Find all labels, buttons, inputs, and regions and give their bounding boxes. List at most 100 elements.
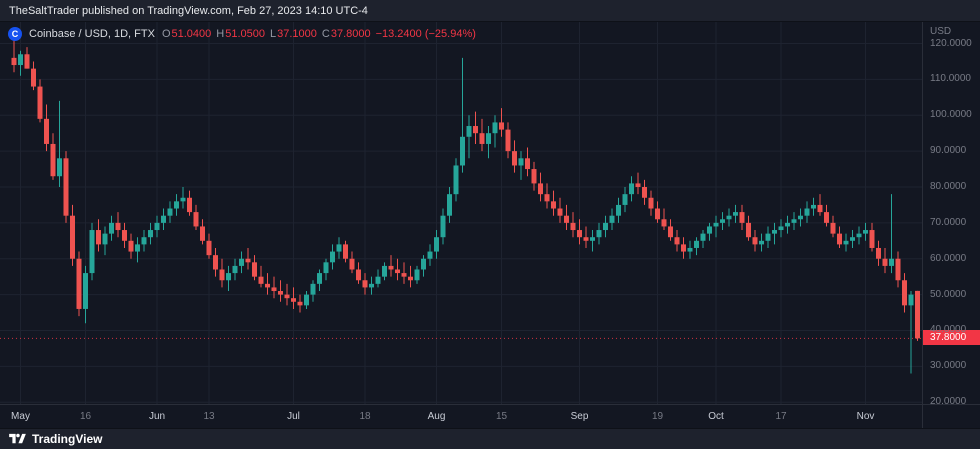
- candle-body: [102, 233, 108, 245]
- candle-body: [11, 57, 17, 66]
- axis-corner: [923, 404, 980, 428]
- symbol-title[interactable]: Coinbase / USD, 1D, FTX: [29, 28, 155, 40]
- price-tick-label: 30.0000: [930, 360, 967, 372]
- price-tick-label: 100.0000: [930, 109, 972, 121]
- ohlc-high-label: H: [216, 28, 225, 40]
- candle-body: [785, 222, 790, 227]
- candle-body: [50, 143, 56, 177]
- candle-body: [687, 247, 693, 252]
- time-tick-label: 15: [495, 411, 508, 422]
- candle-body: [518, 158, 524, 166]
- time-tick-label: Jul: [287, 411, 300, 422]
- candle-body: [349, 258, 355, 270]
- candle-body: [401, 273, 407, 277]
- tradingview-brand[interactable]: TradingView: [32, 432, 103, 446]
- price-axis[interactable]: USD 37.8000 120.0000 110.0000 100.0000 90.0…: [922, 22, 980, 428]
- time-tick-label: Sep: [570, 411, 589, 422]
- candle-body: [278, 291, 283, 295]
- candle-body: [596, 230, 602, 238]
- candle-body: [908, 294, 914, 306]
- time-tick-label: Nov: [856, 411, 875, 422]
- time-tick-label: May: [11, 411, 30, 422]
- candle-body: [512, 151, 517, 166]
- candle-body: [232, 265, 238, 274]
- candle-body: [668, 226, 673, 238]
- candle-body: [271, 287, 277, 292]
- candle-body: [681, 244, 686, 252]
- candle-body: [317, 273, 322, 284]
- candle-body: [323, 262, 329, 274]
- symbol-legend: C Coinbase / USD, 1D, FTX O 51.0400 H 51.0…: [8, 27, 476, 41]
- plot-column: C Coinbase / USD, 1D, FTX O 51.0400 H 51.0…: [0, 22, 922, 428]
- candle-body: [609, 215, 615, 223]
- ohlc-high-value: 51.0500: [225, 28, 265, 40]
- candle-body: [382, 265, 387, 277]
- tradingview-logo-icon[interactable]: [9, 433, 26, 446]
- price-tick-label: 80.0000: [930, 180, 967, 192]
- candle-body: [577, 230, 582, 238]
- candle-body: [447, 194, 452, 216]
- candle-body: [135, 244, 140, 252]
- candle-body: [122, 230, 127, 241]
- candle-body: [239, 258, 244, 266]
- candle-body: [713, 222, 719, 227]
- candle-body: [37, 86, 43, 119]
- candle-body: [466, 126, 472, 137]
- candle-body: [694, 240, 699, 248]
- candle-body: [57, 158, 62, 177]
- candle-body: [375, 276, 381, 284]
- candle-body: [388, 265, 394, 270]
- candle-body: [850, 237, 855, 241]
- candle-body: [31, 68, 36, 87]
- candle-body: [154, 222, 160, 231]
- price-tick-label: 110.0000: [930, 73, 971, 85]
- candle-body: [310, 283, 316, 295]
- candle-body: [265, 283, 270, 288]
- candle-body: [18, 54, 23, 66]
- candle-body: [24, 54, 30, 69]
- candlestick-plot[interactable]: [0, 22, 922, 404]
- ohlc-change-value: −13.2400 (−25.94%): [375, 28, 476, 40]
- candle-body: [583, 237, 589, 241]
- candle-body: [804, 208, 810, 216]
- candle-body: [128, 240, 134, 252]
- candle-body: [206, 240, 212, 256]
- candle-body: [635, 183, 641, 187]
- candle-body: [83, 273, 88, 309]
- candle-body: [109, 222, 114, 234]
- publish-bar: TheSaltTrader published on TradingView.c…: [0, 0, 980, 22]
- price-tick-label: 60.0000: [930, 252, 967, 264]
- candle-body: [765, 233, 771, 241]
- candle-body: [661, 219, 667, 227]
- candle-body: [863, 230, 868, 234]
- candle-body: [414, 269, 420, 281]
- ohlc-open-value: 51.0400: [171, 28, 212, 40]
- candle-body: [193, 212, 199, 227]
- candle-body: [830, 222, 836, 234]
- ohlc-open-label: O: [161, 28, 171, 40]
- candle-body: [473, 126, 478, 134]
- candle-body: [180, 197, 186, 202]
- candle-body: [408, 276, 413, 281]
- candle-body: [505, 129, 511, 152]
- candle-body: [616, 204, 621, 216]
- chart-region: C Coinbase / USD, 1D, FTX O 51.0400 H 51.0…: [0, 22, 980, 428]
- candle-body: [603, 222, 608, 231]
- candle-body: [726, 215, 732, 220]
- price-tick-label: 50.0000: [930, 288, 967, 300]
- candle-body: [486, 133, 491, 144]
- candle-body: [284, 294, 290, 299]
- candle-body: [343, 244, 348, 259]
- candle-body: [362, 280, 368, 288]
- candle-body: [492, 122, 498, 134]
- candle-body: [791, 219, 797, 223]
- candle-body: [622, 194, 628, 205]
- ohlc-low-label: L: [269, 28, 277, 40]
- time-axis[interactable]: May 16 Jun 13 Jul 18 Aug 15 Sep 19 Oct 17 Nov: [0, 404, 922, 428]
- candle-body: [798, 215, 803, 220]
- candle-body: [817, 204, 823, 213]
- candle-body: [115, 222, 121, 231]
- price-tick-label: 20.0000: [930, 396, 967, 408]
- plot-area[interactable]: C Coinbase / USD, 1D, FTX O 51.0400 H 51.0…: [0, 22, 922, 404]
- ohlc-close-value: 37.8000: [330, 28, 371, 40]
